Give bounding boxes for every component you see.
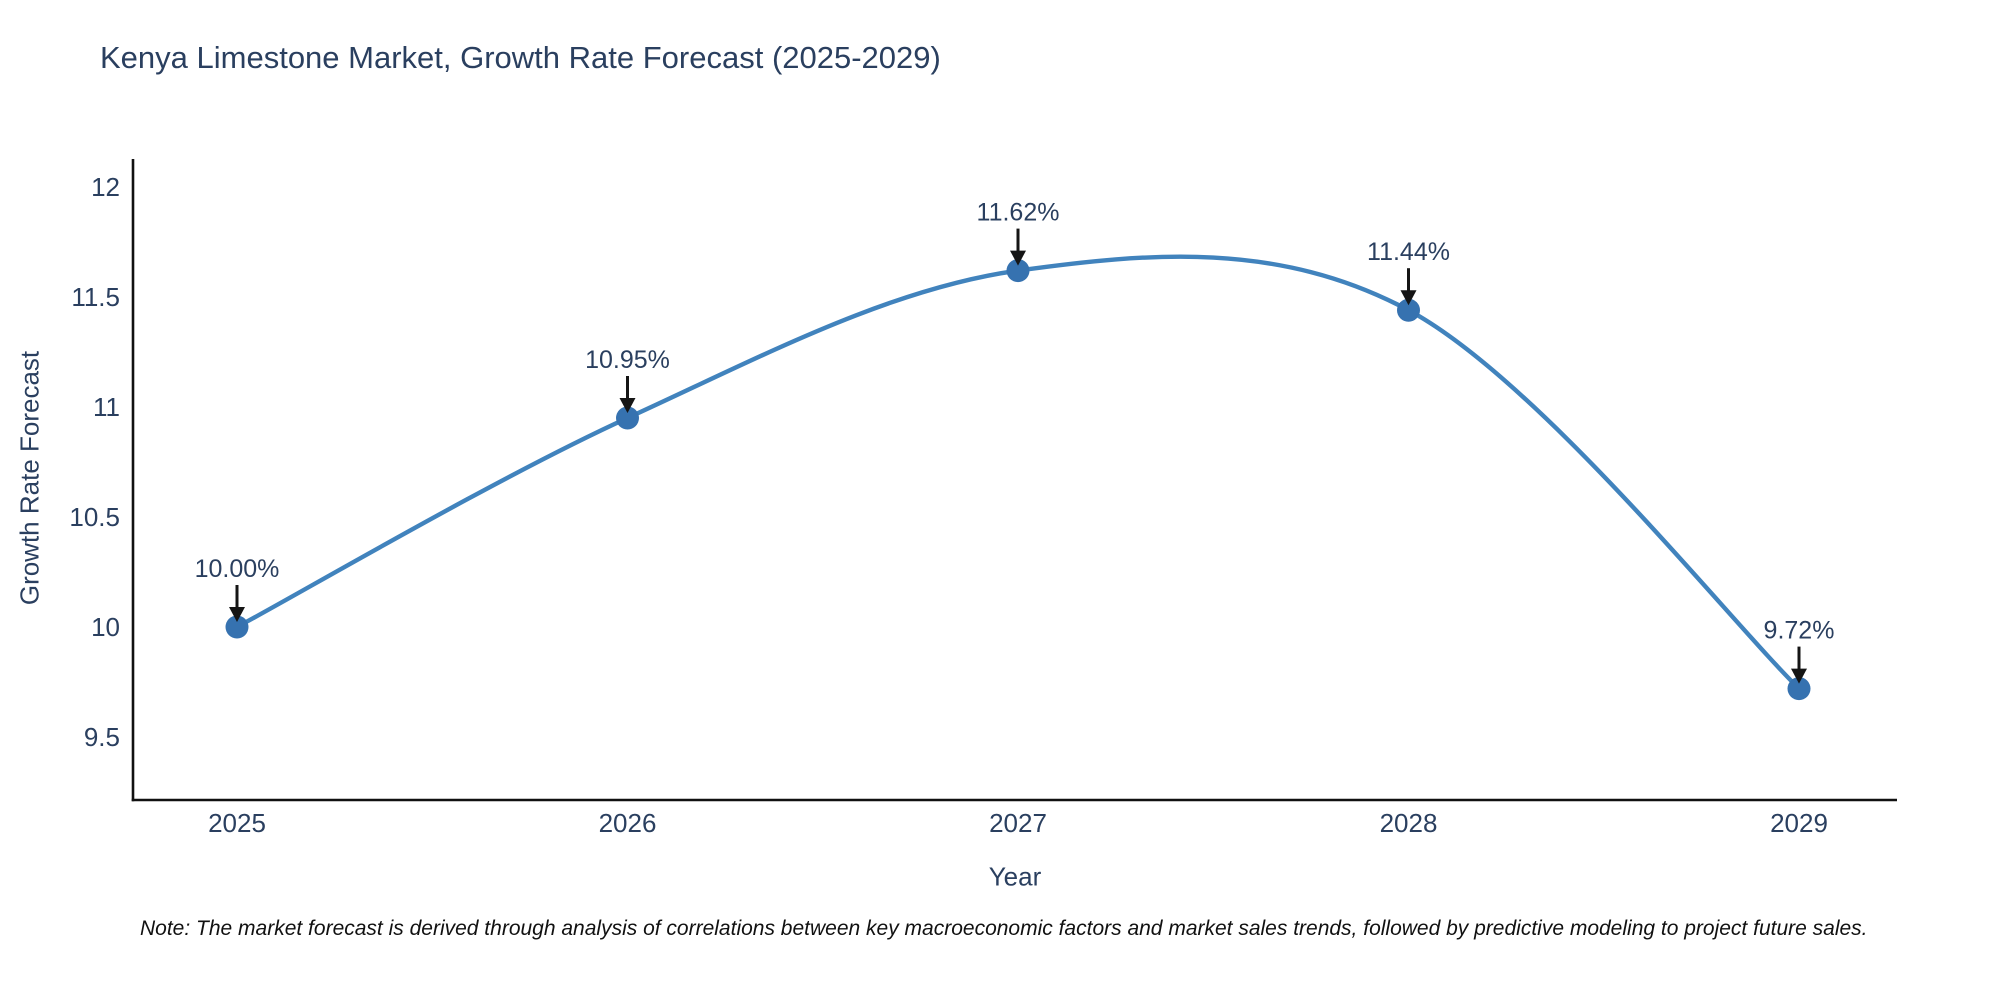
annotation-arrow-head <box>1400 290 1417 306</box>
x-tick-label: 2025 <box>208 808 266 838</box>
y-tick-label: 10 <box>91 612 120 642</box>
x-tick-label: 2027 <box>989 808 1047 838</box>
footnote: Note: The market forecast is derived thr… <box>140 917 1868 940</box>
x-tick-label: 2028 <box>1380 808 1438 838</box>
annotation-arrow-head <box>229 607 245 622</box>
chart-title: Kenya Limestone Market, Growth Rate Fore… <box>100 40 941 75</box>
data-point-2029 <box>1787 677 1811 701</box>
y-tick-label: 11.5 <box>71 282 120 312</box>
data-point-2027 <box>1006 259 1030 283</box>
x-tick-label: 2029 <box>1770 808 1828 838</box>
x-axis-title: Year <box>988 861 1042 892</box>
y-tick-label: 9.5 <box>84 722 120 752</box>
y-tick-label: 12 <box>91 172 120 202</box>
annotation-arrow-head <box>619 398 636 413</box>
annotation-label: 10.95% <box>585 346 670 374</box>
y-tick-label: 11 <box>93 392 120 422</box>
annotation-arrow-head <box>1010 250 1026 266</box>
y-tick-label: 10.5 <box>69 502 120 532</box>
annotation-arrow-head <box>1791 668 1807 684</box>
data-point-2028 <box>1397 298 1420 322</box>
data-point-2026 <box>616 406 639 430</box>
data-point-2025 <box>225 615 249 639</box>
annotation-label: 9.72% <box>1764 617 1835 645</box>
x-tick-label: 2026 <box>599 808 657 838</box>
annotation-label: 11.44% <box>1367 238 1450 266</box>
annotation-label: 11.62% <box>977 199 1060 227</box>
forecast-line <box>234 254 1802 691</box>
annotation-label: 10.00% <box>195 555 280 583</box>
